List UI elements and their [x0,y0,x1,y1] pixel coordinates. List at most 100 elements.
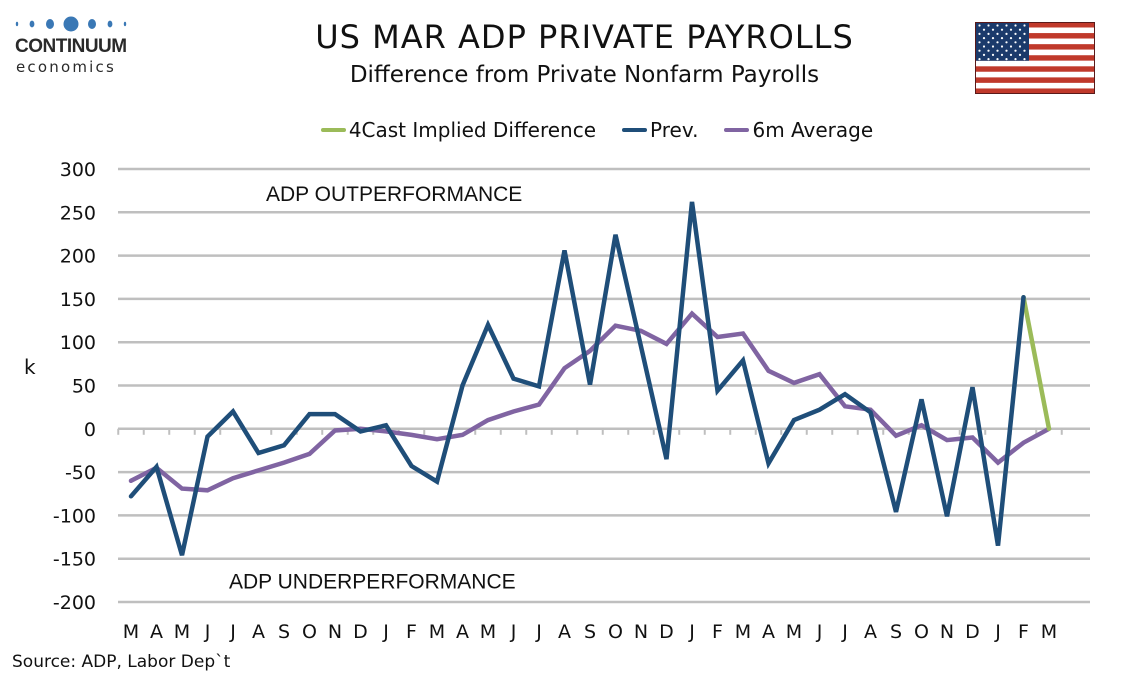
chart-legend: 4Cast Implied Difference Prev. 6m Averag… [0,118,1134,142]
legend-item-prev: Prev. [622,118,698,142]
flag-star [1023,58,1026,61]
legend-swatch-forecast [320,128,346,132]
flag-star [996,58,999,61]
chart-subtitle: Difference from Private Nonfarm Payrolls [349,62,820,88]
flag-star [1000,28,1004,31]
flag-stripe [975,77,1095,83]
x-tick-label: M [1041,621,1057,643]
flag-border [975,22,1095,94]
x-tick-label: A [762,621,775,643]
x-tick-label: M [429,621,445,643]
flag-star [1009,37,1013,40]
series-prev- [128,201,1026,556]
x-tick-label: J [816,621,823,643]
x-tick-label: J [535,621,542,643]
flag-stripe [975,88,1095,94]
source-note: Source: ADP, Labor Dep`t [12,652,231,672]
y-tick-label: 50 [72,376,96,398]
us-flag-icon [975,22,1095,94]
flag-star [1018,45,1022,48]
x-tick-label: F [712,621,723,643]
x-tick-label: F [1018,621,1029,643]
x-tick-label: S [278,621,290,643]
flag-star [1005,32,1008,35]
flag-star [978,49,981,52]
x-tick-label: O [608,621,623,643]
flag-star [1005,24,1008,27]
x-tick-label: J [204,621,211,643]
flag-star [1000,37,1004,40]
series-line [1021,294,1052,432]
legend-swatch-prev [622,128,648,132]
flag-star [1023,49,1026,52]
flag-star [1018,28,1022,31]
flag-star [1009,45,1013,48]
flag-star [982,37,986,40]
flag-stripe [975,71,1095,78]
x-tick-label: M [735,621,751,643]
x-tick-label: F [406,621,417,643]
flag-star [1023,32,1026,35]
y-tick-label: 0 [84,419,96,441]
legend-item-avg: 6m Average [724,118,873,142]
x-tick-label: D [965,621,980,643]
logo-subtitle: economics [16,58,116,76]
flag-stripe [975,66,1095,72]
flag-star [982,45,986,48]
flag-stripe [975,33,1095,39]
flag-star [978,41,981,44]
flag-stripe [975,27,1095,34]
x-tick-label: D [353,621,368,643]
y-tick-label: 250 [60,202,96,224]
legend-label-prev: Prev. [650,118,699,142]
flag-star [1005,49,1008,52]
x-tick-label: S [584,621,596,643]
flag-star [1005,41,1008,44]
flag-star [1014,24,1017,27]
flag-star [978,24,981,27]
flag-star [1023,41,1026,44]
x-tick-label: J [841,621,848,643]
flag-star [991,28,995,31]
flag-star [991,45,995,48]
x-tick-label: J [382,621,389,643]
flag-stripe [975,55,1095,61]
x-tick-label: M [786,621,802,643]
x-tick-label: A [864,621,877,643]
x-tick-label: D [659,621,674,643]
flag-star [1005,58,1008,61]
flag-star [996,32,999,35]
y-tick-label: 300 [60,159,96,181]
flag-star [991,53,995,56]
flag-stripe [975,44,1095,50]
x-tick-label: J [229,621,236,643]
flag-star [1000,45,1004,48]
x-tick-label: M [123,621,139,643]
flag-star [1014,41,1017,44]
x-tick-label: A [150,621,163,643]
x-tick-label: O [302,621,317,643]
x-tick-label: A [456,621,469,643]
flag-star [1014,49,1017,52]
flag-stripe [975,22,1095,28]
flag-stripe [975,60,1095,67]
flag-star [978,58,981,61]
y-tick-label: -200 [53,592,96,614]
flag-star [1009,53,1013,56]
flag-star [1014,32,1017,35]
flag-star [987,49,990,52]
x-tick-label: S [890,621,902,643]
x-tick-label: M [174,621,190,643]
legend-item-forecast: 4Cast Implied Difference [320,118,597,142]
chart-title: US MAR ADP PRIVATE PAYROLLS [315,18,854,56]
x-tick-label: N [634,621,648,643]
flag-star [987,41,990,44]
legend-label-forecast: 4Cast Implied Difference [348,118,597,142]
series-line [128,201,1026,556]
flag-stripe [975,49,1095,56]
x-tick-label: J [994,621,1001,643]
flag-stripe [975,38,1095,45]
series-line [128,310,1052,493]
flag-star [982,53,986,56]
